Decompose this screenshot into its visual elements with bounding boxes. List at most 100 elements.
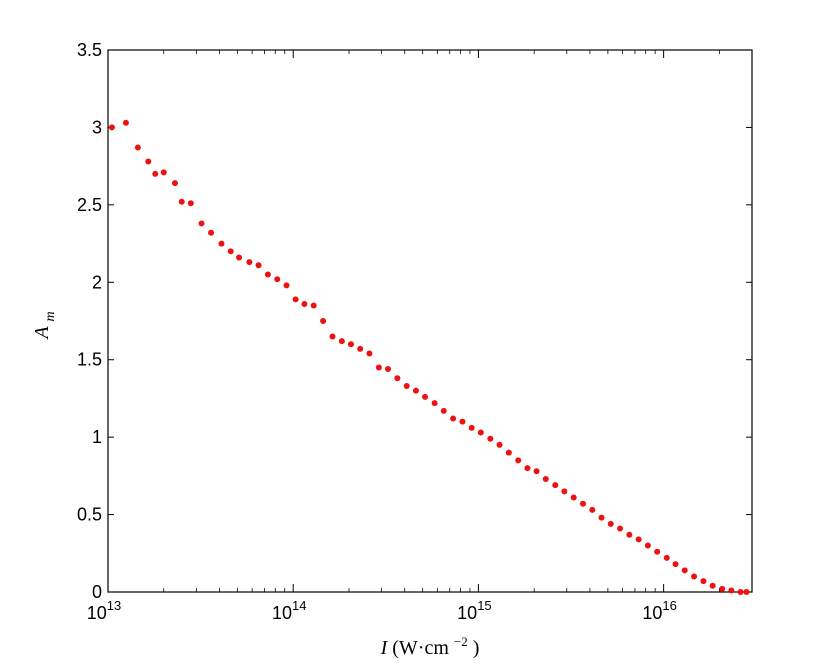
data-point — [301, 300, 308, 307]
data-point — [310, 302, 317, 309]
data-point — [589, 506, 596, 513]
data-point — [134, 144, 141, 151]
data-point — [412, 387, 419, 394]
data-point — [561, 488, 568, 495]
data-point — [598, 514, 605, 521]
x-tick-label: 1015 — [457, 598, 492, 623]
data-point — [709, 582, 716, 589]
data-point — [737, 589, 744, 595]
data-point — [743, 589, 750, 595]
x-axis-label: I (W·cm −2 ) — [380, 629, 480, 659]
data-point — [533, 468, 540, 475]
data-point — [145, 158, 152, 165]
data-point — [236, 254, 243, 261]
data-points — [108, 119, 750, 595]
data-point — [366, 350, 373, 357]
x-axis-symbol: I — [380, 637, 389, 659]
data-point — [626, 531, 633, 538]
y-axis-label: A m — [31, 311, 58, 340]
y-tick-label: 0.5 — [77, 505, 102, 525]
data-point — [681, 567, 688, 574]
data-point — [728, 587, 735, 594]
data-point — [663, 554, 670, 561]
data-point — [542, 475, 549, 482]
data-point — [700, 578, 707, 585]
data-point — [654, 548, 661, 555]
x-tick-exponent: 14 — [292, 598, 306, 613]
y-tick-label: 2.5 — [77, 195, 102, 215]
data-point — [422, 393, 429, 400]
data-point — [450, 415, 457, 422]
data-point — [198, 220, 205, 227]
data-point — [171, 180, 178, 187]
y-tick-label: 3.5 — [77, 40, 102, 60]
data-point — [246, 259, 253, 266]
data-point — [187, 200, 194, 207]
x-axis-unit-exponent: −2 — [454, 634, 468, 649]
x-tick-exponent: 16 — [662, 598, 676, 613]
data-point — [403, 383, 410, 390]
data-point — [274, 276, 281, 283]
data-point — [338, 338, 345, 345]
y-tick-label: 1.5 — [77, 350, 102, 370]
data-point — [505, 449, 512, 456]
x-axis-unit-close: ) — [473, 637, 480, 659]
data-point — [320, 318, 327, 324]
data-point — [719, 585, 726, 592]
data-point — [477, 429, 484, 436]
data-point — [440, 407, 447, 414]
data-point — [178, 198, 185, 205]
data-point — [347, 341, 354, 348]
x-tick-base: 10 — [272, 603, 292, 623]
data-point — [357, 345, 364, 352]
data-point — [496, 441, 503, 448]
x-axis-ticks: 1013 1014 1015 1016 — [87, 50, 753, 623]
data-point — [329, 333, 336, 340]
data-point — [468, 424, 475, 431]
data-point — [375, 364, 382, 371]
data-point — [431, 400, 438, 407]
y-axis-symbol: A — [31, 326, 53, 341]
y-axis-subscript: m — [43, 311, 58, 321]
data-point — [672, 561, 679, 568]
data-point — [617, 525, 624, 532]
y-axis-ticks: 0 0.5 1 1.5 2 2.5 3 3.5 — [77, 40, 752, 602]
y-tick-label: 3 — [92, 117, 102, 137]
data-point — [283, 282, 290, 289]
x-tick-base: 10 — [87, 603, 107, 623]
data-point — [570, 494, 577, 501]
x-tick-label: 1013 — [87, 598, 122, 623]
data-point — [487, 435, 494, 442]
data-point — [459, 418, 466, 425]
data-point — [385, 366, 392, 373]
y-tick-label: 0 — [92, 582, 102, 602]
plot-frame — [107, 49, 753, 593]
data-point — [264, 271, 271, 278]
data-point — [580, 500, 587, 507]
x-tick-base: 10 — [457, 603, 477, 623]
y-tick-label: 1 — [92, 427, 102, 447]
data-point — [607, 520, 614, 527]
data-point — [160, 169, 167, 176]
data-point — [635, 536, 642, 543]
data-point — [208, 229, 215, 236]
data-point — [108, 124, 115, 131]
x-tick-exponent: 15 — [477, 598, 491, 613]
data-point — [524, 465, 531, 472]
data-point — [122, 119, 129, 126]
data-point — [691, 573, 698, 580]
data-point — [644, 542, 651, 549]
data-point — [218, 240, 225, 247]
data-point — [255, 262, 262, 269]
x-tick-exponent: 13 — [107, 598, 121, 613]
x-tick-label: 1014 — [272, 598, 307, 623]
x-tick-label: 1016 — [642, 598, 677, 623]
x-tick-base: 10 — [642, 603, 662, 623]
data-point — [552, 482, 559, 489]
x-axis-unit-open: (W·cm — [392, 637, 449, 659]
y-tick-label: 2 — [92, 272, 102, 292]
data-point — [394, 375, 401, 382]
data-point — [227, 248, 234, 255]
data-point — [292, 296, 299, 303]
